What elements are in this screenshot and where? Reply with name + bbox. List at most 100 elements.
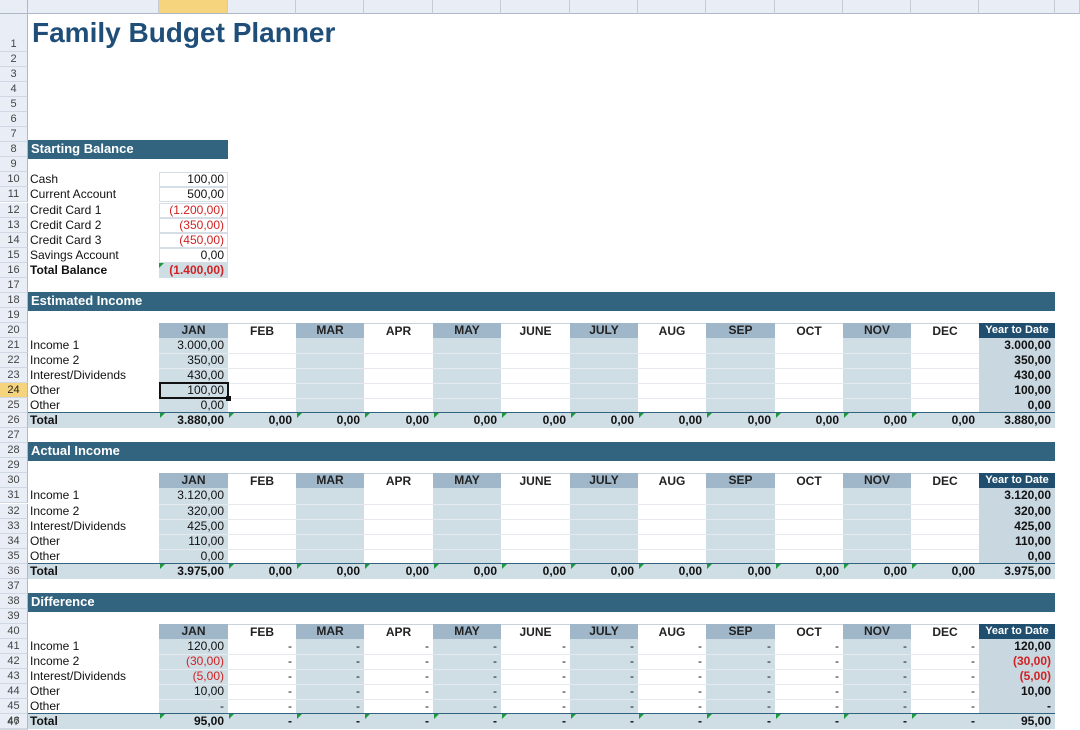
month-value-cell[interactable]: -	[630, 684, 634, 699]
month-value-cell[interactable]: -	[767, 699, 771, 714]
row-header[interactable]: 31	[0, 488, 28, 504]
row-header[interactable]: 22	[0, 353, 28, 369]
month-value-cell[interactable]: -	[835, 638, 839, 653]
month-value-cell[interactable]: -	[630, 699, 634, 714]
month-value-cell[interactable]: -	[698, 699, 702, 714]
month-value-cell[interactable]: -	[630, 669, 634, 684]
row-header[interactable]: 36	[0, 563, 28, 579]
row-header[interactable]: 8	[0, 142, 28, 158]
row-header[interactable]: 4	[0, 82, 28, 98]
jan-value-cell[interactable]: 110,00	[188, 533, 224, 548]
balance-value[interactable]: (350,00)	[179, 217, 224, 232]
column-header[interactable]	[706, 0, 775, 14]
month-value-cell[interactable]: -	[767, 638, 771, 653]
month-value-cell[interactable]: -	[971, 684, 975, 699]
month-value-cell[interactable]: -	[425, 699, 429, 714]
row-header[interactable]: 11	[0, 187, 28, 203]
month-value-cell[interactable]: -	[288, 638, 292, 653]
month-value-cell[interactable]: -	[288, 684, 292, 699]
balance-cell[interactable]	[159, 172, 228, 188]
month-value-cell[interactable]: -	[356, 669, 360, 684]
row-header[interactable]: 13	[0, 217, 28, 233]
column-header[interactable]	[364, 0, 433, 14]
jan-value-cell[interactable]: 100,00	[187, 383, 224, 398]
month-value-cell[interactable]: -	[767, 684, 771, 699]
column-header[interactable]	[159, 0, 228, 14]
month-value-cell[interactable]: -	[698, 638, 702, 653]
row-header[interactable]: 25	[0, 398, 28, 414]
balance-value[interactable]: (1.200,00)	[169, 202, 224, 217]
row-header[interactable]: 40	[0, 623, 28, 639]
column-header[interactable]	[501, 0, 570, 14]
month-value-cell[interactable]: -	[356, 699, 360, 714]
row-header[interactable]: 29	[0, 458, 28, 474]
row-header[interactable]: 45	[0, 699, 28, 715]
jan-value-cell[interactable]: 0,00	[200, 548, 224, 563]
month-value-cell[interactable]: -	[835, 699, 839, 714]
jan-value-cell[interactable]: 3.000,00	[177, 337, 224, 352]
month-value-cell[interactable]: -	[562, 669, 566, 684]
row-header[interactable]: 2	[0, 52, 28, 68]
month-value-cell[interactable]: -	[835, 654, 839, 668]
row-header[interactable]: 9	[0, 157, 28, 173]
month-value-cell[interactable]: -	[971, 669, 975, 684]
row-header[interactable]: 14	[0, 232, 28, 248]
month-value-cell[interactable]: -	[903, 669, 907, 684]
month-value-cell[interactable]: -	[971, 638, 975, 653]
jan-value-cell[interactable]: 10,00	[193, 684, 224, 699]
month-value-cell[interactable]: -	[493, 638, 497, 653]
month-value-cell[interactable]: -	[356, 684, 360, 699]
row-header[interactable]: 1	[0, 14, 28, 52]
row-header[interactable]: 28	[0, 443, 28, 459]
jan-value-cell[interactable]: 350,00	[187, 353, 224, 367]
jan-value-cell[interactable]: -	[220, 699, 224, 714]
column-header[interactable]	[911, 0, 979, 14]
balance-value[interactable]: 0,00	[200, 247, 224, 262]
jan-value-cell[interactable]: 3.120,00	[177, 488, 224, 503]
row-header[interactable]: 27	[0, 428, 28, 444]
month-value-cell[interactable]: -	[288, 654, 292, 668]
row-header[interactable]: 32	[0, 503, 28, 519]
balance-cell[interactable]	[159, 247, 228, 263]
month-value-cell[interactable]: -	[835, 669, 839, 684]
row-header[interactable]: 19	[0, 307, 28, 323]
month-value-cell[interactable]: -	[356, 654, 360, 668]
month-value-cell[interactable]: -	[356, 638, 360, 653]
row-header[interactable]: 44	[0, 684, 28, 700]
row-header[interactable]: 35	[0, 548, 28, 564]
column-header[interactable]	[296, 0, 364, 14]
row-header[interactable]: 18	[0, 292, 28, 308]
row-header[interactable]: 7	[0, 127, 28, 143]
row-header[interactable]: 10	[0, 172, 28, 188]
column-header[interactable]	[433, 0, 501, 14]
month-value-cell[interactable]: -	[288, 699, 292, 714]
row-header[interactable]: 33	[0, 518, 28, 534]
balance-cell[interactable]	[159, 217, 228, 233]
row-header[interactable]: 12	[0, 202, 28, 218]
balance-value[interactable]: (450,00)	[179, 232, 224, 247]
jan-value-cell[interactable]: (5,00)	[192, 669, 224, 684]
month-value-cell[interactable]: -	[698, 669, 702, 684]
row-header[interactable]: 3	[0, 67, 28, 83]
jan-value-cell[interactable]: 0,00	[200, 398, 224, 413]
row-header[interactable]: 39	[0, 608, 28, 624]
column-header[interactable]	[775, 0, 843, 14]
jan-value-cell[interactable]: 120,00	[187, 638, 224, 653]
row-header[interactable]: 34	[0, 533, 28, 549]
jan-value-cell[interactable]: (30,00)	[185, 654, 224, 668]
select-all-corner[interactable]	[0, 0, 28, 14]
month-value-cell[interactable]: -	[971, 699, 975, 714]
month-value-cell[interactable]: -	[562, 638, 566, 653]
month-value-cell[interactable]: -	[288, 669, 292, 684]
month-value-cell[interactable]: -	[562, 654, 566, 668]
month-value-cell[interactable]: -	[903, 699, 907, 714]
month-value-cell[interactable]: -	[425, 654, 429, 668]
column-header[interactable]	[228, 0, 296, 14]
row-header[interactable]: 15	[0, 247, 28, 263]
column-header[interactable]	[979, 0, 1055, 14]
row-header[interactable]: 20	[0, 322, 28, 338]
month-value-cell[interactable]: -	[425, 638, 429, 653]
row-header[interactable]: 17	[0, 277, 28, 293]
row-header[interactable]: 37	[0, 578, 28, 594]
month-value-cell[interactable]: -	[493, 699, 497, 714]
